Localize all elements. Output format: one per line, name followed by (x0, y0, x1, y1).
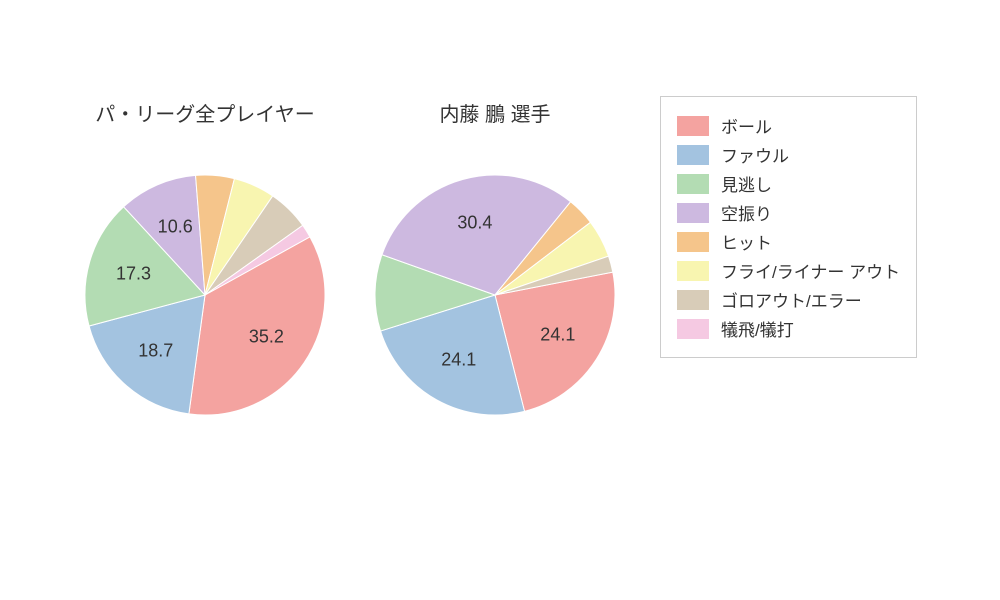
legend-item-foul: ファウル (677, 142, 900, 167)
legend-item-looking: 見逃し (677, 171, 900, 196)
legend-label-ground: ゴロアウト/エラー (721, 287, 862, 312)
pie-chart-league (85, 175, 325, 415)
legend: ボールファウル見逃し空振りヒットフライ/ライナー アウトゴロアウト/エラー犠飛/… (660, 96, 917, 358)
legend-item-ball: ボール (677, 113, 900, 138)
legend-swatch-looking (677, 174, 709, 194)
legend-swatch-foul (677, 145, 709, 165)
pie-chart-player (375, 175, 615, 415)
legend-label-fly: フライ/ライナー アウト (721, 258, 900, 283)
chart-container: パ・リーグ全プレイヤー 内藤 鵬 選手 ボールファウル見逃し空振りヒットフライ/… (0, 0, 1000, 600)
legend-label-foul: ファウル (721, 142, 789, 167)
legend-item-fly: フライ/ライナー アウト (677, 258, 900, 283)
legend-label-sac: 犠飛/犠打 (721, 316, 794, 341)
legend-label-hit: ヒット (721, 229, 772, 254)
legend-item-hit: ヒット (677, 229, 900, 254)
pie-title-player: 内藤 鵬 選手 (345, 98, 645, 127)
legend-swatch-sac (677, 319, 709, 339)
legend-label-ball: ボール (721, 113, 772, 138)
pie-title-league: パ・リーグ全プレイヤー (55, 98, 355, 127)
legend-swatch-ground (677, 290, 709, 310)
legend-swatch-hit (677, 232, 709, 252)
legend-swatch-swing (677, 203, 709, 223)
legend-swatch-ball (677, 116, 709, 136)
legend-item-swing: 空振り (677, 200, 900, 225)
legend-swatch-fly (677, 261, 709, 281)
legend-item-ground: ゴロアウト/エラー (677, 287, 900, 312)
legend-label-looking: 見逃し (721, 171, 772, 196)
legend-label-swing: 空振り (721, 200, 772, 225)
legend-item-sac: 犠飛/犠打 (677, 316, 900, 341)
